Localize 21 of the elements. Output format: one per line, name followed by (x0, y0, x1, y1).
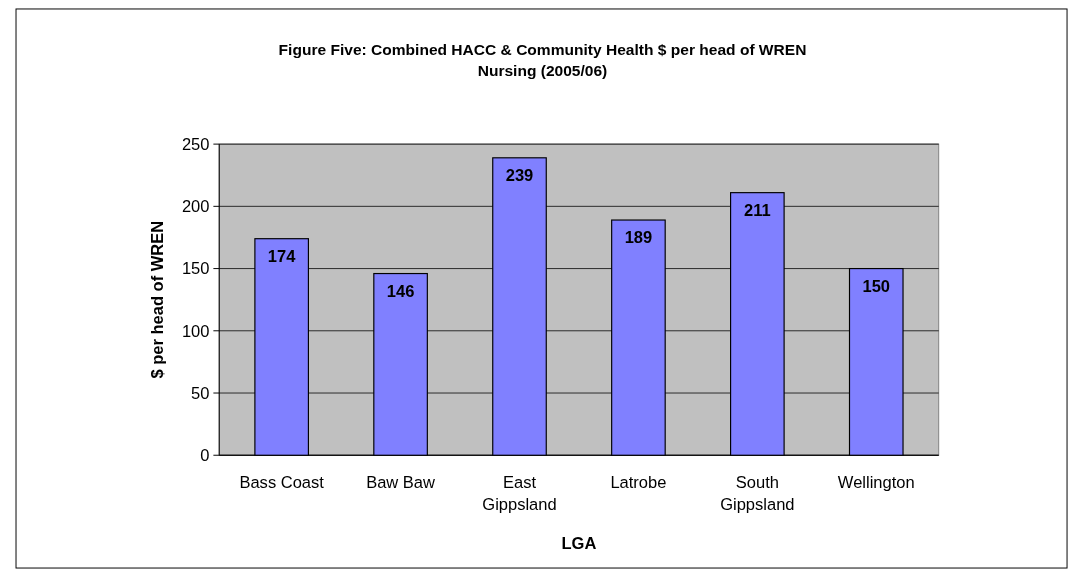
data-label: 211 (744, 200, 771, 220)
y-tick-label: 0 (200, 446, 210, 466)
x-tick-label: Wellington (837, 473, 915, 493)
x-tick-label: Bass Coast (239, 473, 325, 493)
data-label: 174 (267, 247, 297, 267)
data-label: 150 (862, 276, 891, 296)
y-tick-label: 50 (191, 383, 210, 403)
x-tick-label: Latrobe (610, 473, 667, 493)
x-tick-label: Baw Baw (366, 473, 436, 493)
x-axis-title: LGA (561, 533, 597, 553)
x-tick-label: South Gippsland (720, 473, 795, 514)
data-label: 239 (505, 166, 534, 186)
y-tick-label: 200 (181, 197, 210, 217)
y-tick-label: 250 (181, 134, 210, 154)
x-tick-label: East Gippsland (482, 473, 557, 514)
y-tick-label: 150 (181, 259, 210, 279)
y-axis-title: $ per head of WREN (147, 220, 167, 379)
chart-title: Figure Five: Combined HACC & Community Health $ per head of WREN Nursing (2005/06) (278, 40, 807, 80)
y-tick-label: 100 (181, 321, 210, 341)
data-label: 146 (386, 281, 415, 301)
data-label: 189 (624, 228, 653, 248)
